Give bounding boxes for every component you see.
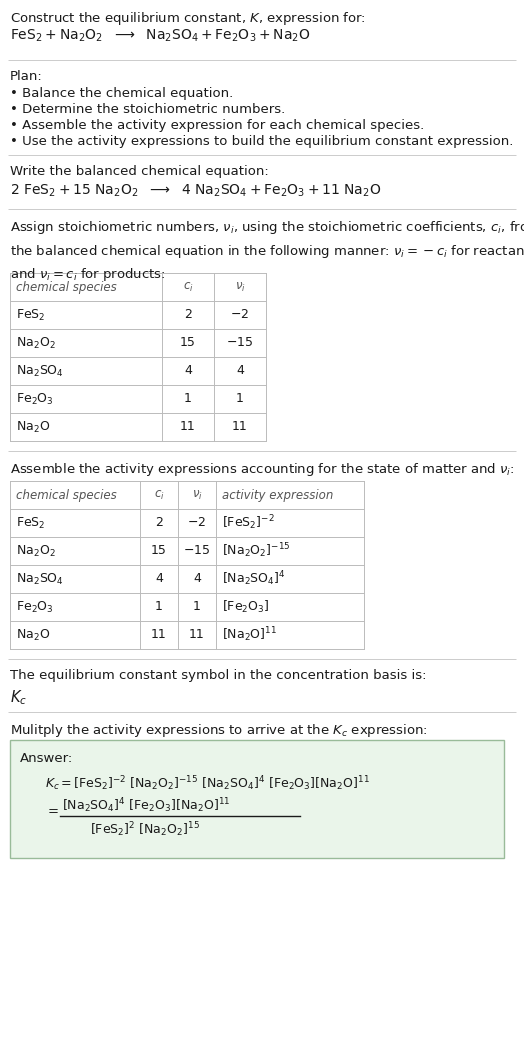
- Bar: [10, 740, 504, 858]
- Text: Write the balanced chemical equation:: Write the balanced chemical equation:: [10, 166, 269, 178]
- Text: • Determine the stoichiometric numbers.: • Determine the stoichiometric numbers.: [10, 103, 285, 116]
- Text: 2: 2: [155, 516, 163, 530]
- Text: 11: 11: [151, 629, 167, 641]
- Text: $=$: $=$: [45, 803, 59, 816]
- Text: $[\mathrm{Fe_2O_3}]$: $[\mathrm{Fe_2O_3}]$: [222, 599, 269, 615]
- Text: $\mathrm{Fe_2O_3}$: $\mathrm{Fe_2O_3}$: [16, 600, 54, 614]
- Text: 4: 4: [236, 364, 244, 378]
- Bar: [10, 481, 364, 649]
- Text: 11: 11: [180, 421, 196, 433]
- Text: $\mathrm{FeS_2}$: $\mathrm{FeS_2}$: [16, 307, 46, 323]
- Text: $-2$: $-2$: [231, 308, 249, 322]
- Text: • Assemble the activity expression for each chemical species.: • Assemble the activity expression for e…: [10, 119, 424, 132]
- Text: $[\mathrm{Na_2O}]^{11}$: $[\mathrm{Na_2O}]^{11}$: [222, 626, 277, 644]
- Text: $\mathrm{2\ FeS_2 + 15\ Na_2O_2\ \ \longrightarrow\ \ 4\ Na_2SO_4 + Fe_2O_3 + 11: $\mathrm{2\ FeS_2 + 15\ Na_2O_2\ \ \long…: [10, 183, 381, 200]
- Text: $\mathrm{Na_2SO_4}$: $\mathrm{Na_2SO_4}$: [16, 363, 64, 379]
- Text: 1: 1: [236, 392, 244, 406]
- Text: chemical species: chemical species: [16, 280, 117, 294]
- Text: $-15$: $-15$: [183, 544, 211, 558]
- Text: • Use the activity expressions to build the equilibrium constant expression.: • Use the activity expressions to build …: [10, 135, 514, 148]
- Bar: [10, 273, 266, 441]
- Text: $[\mathrm{FeS_2}]^2\ [\mathrm{Na_2O_2}]^{15}$: $[\mathrm{FeS_2}]^2\ [\mathrm{Na_2O_2}]^…: [90, 820, 200, 839]
- Text: The equilibrium constant symbol in the concentration basis is:: The equilibrium constant symbol in the c…: [10, 669, 427, 682]
- Text: 1: 1: [184, 392, 192, 406]
- Text: 4: 4: [155, 573, 163, 585]
- Text: $c_i$: $c_i$: [183, 280, 193, 294]
- Text: Assign stoichiometric numbers, $\nu_i$, using the stoichiometric coefficients, $: Assign stoichiometric numbers, $\nu_i$, …: [10, 219, 524, 283]
- Text: $[\mathrm{Na_2O_2}]^{-15}$: $[\mathrm{Na_2O_2}]^{-15}$: [222, 541, 290, 560]
- Text: Plan:: Plan:: [10, 70, 43, 83]
- Text: 1: 1: [193, 601, 201, 613]
- Text: $\mathrm{Na_2O}$: $\mathrm{Na_2O}$: [16, 420, 50, 434]
- Text: $-15$: $-15$: [226, 336, 254, 350]
- Text: $\nu_i$: $\nu_i$: [235, 280, 245, 294]
- Text: Assemble the activity expressions accounting for the state of matter and $\nu_i$: Assemble the activity expressions accoun…: [10, 461, 515, 478]
- Text: $K_c$: $K_c$: [10, 688, 27, 707]
- Text: chemical species: chemical species: [16, 488, 117, 502]
- Text: $\nu_i$: $\nu_i$: [192, 488, 202, 502]
- Text: $\mathrm{FeS_2}$: $\mathrm{FeS_2}$: [16, 515, 46, 531]
- Text: Construct the equilibrium constant, $K$, expression for:: Construct the equilibrium constant, $K$,…: [10, 10, 366, 27]
- Text: 11: 11: [232, 421, 248, 433]
- Text: $K_c = [\mathrm{FeS_2}]^{-2}\ [\mathrm{Na_2O_2}]^{-15}\ [\mathrm{Na_2SO_4}]^4\ [: $K_c = [\mathrm{FeS_2}]^{-2}\ [\mathrm{N…: [45, 775, 370, 792]
- Text: 15: 15: [180, 336, 196, 350]
- Text: $[\mathrm{Na_2SO_4}]^4\ [\mathrm{Fe_2O_3}][\mathrm{Na_2O}]^{11}$: $[\mathrm{Na_2SO_4}]^4\ [\mathrm{Fe_2O_3…: [62, 796, 231, 815]
- Text: $\mathrm{FeS_2 + Na_2O_2\ \ \longrightarrow\ \ Na_2SO_4 + Fe_2O_3 + Na_2O}$: $\mathrm{FeS_2 + Na_2O_2\ \ \longrightar…: [10, 28, 310, 45]
- Text: $\mathrm{Na_2SO_4}$: $\mathrm{Na_2SO_4}$: [16, 572, 64, 586]
- Text: $[\mathrm{FeS_2}]^{-2}$: $[\mathrm{FeS_2}]^{-2}$: [222, 513, 275, 532]
- Text: 1: 1: [155, 601, 163, 613]
- Text: $[\mathrm{Na_2SO_4}]^4$: $[\mathrm{Na_2SO_4}]^4$: [222, 569, 286, 588]
- Text: $c_i$: $c_i$: [154, 488, 165, 502]
- Text: 4: 4: [193, 573, 201, 585]
- Text: $\mathrm{Na_2O_2}$: $\mathrm{Na_2O_2}$: [16, 335, 56, 351]
- Text: $\mathrm{Na_2O_2}$: $\mathrm{Na_2O_2}$: [16, 543, 56, 559]
- Text: $\mathrm{Na_2O}$: $\mathrm{Na_2O}$: [16, 628, 50, 642]
- Text: Answer:: Answer:: [20, 752, 73, 765]
- Text: 4: 4: [184, 364, 192, 378]
- Text: 11: 11: [189, 629, 205, 641]
- Text: activity expression: activity expression: [222, 488, 333, 502]
- Text: Mulitply the activity expressions to arrive at the $K_c$ expression:: Mulitply the activity expressions to arr…: [10, 722, 428, 739]
- Text: • Balance the chemical equation.: • Balance the chemical equation.: [10, 87, 233, 100]
- Text: $\mathrm{Fe_2O_3}$: $\mathrm{Fe_2O_3}$: [16, 391, 54, 407]
- Text: 15: 15: [151, 544, 167, 558]
- Text: $-2$: $-2$: [188, 516, 206, 530]
- Text: 2: 2: [184, 308, 192, 322]
